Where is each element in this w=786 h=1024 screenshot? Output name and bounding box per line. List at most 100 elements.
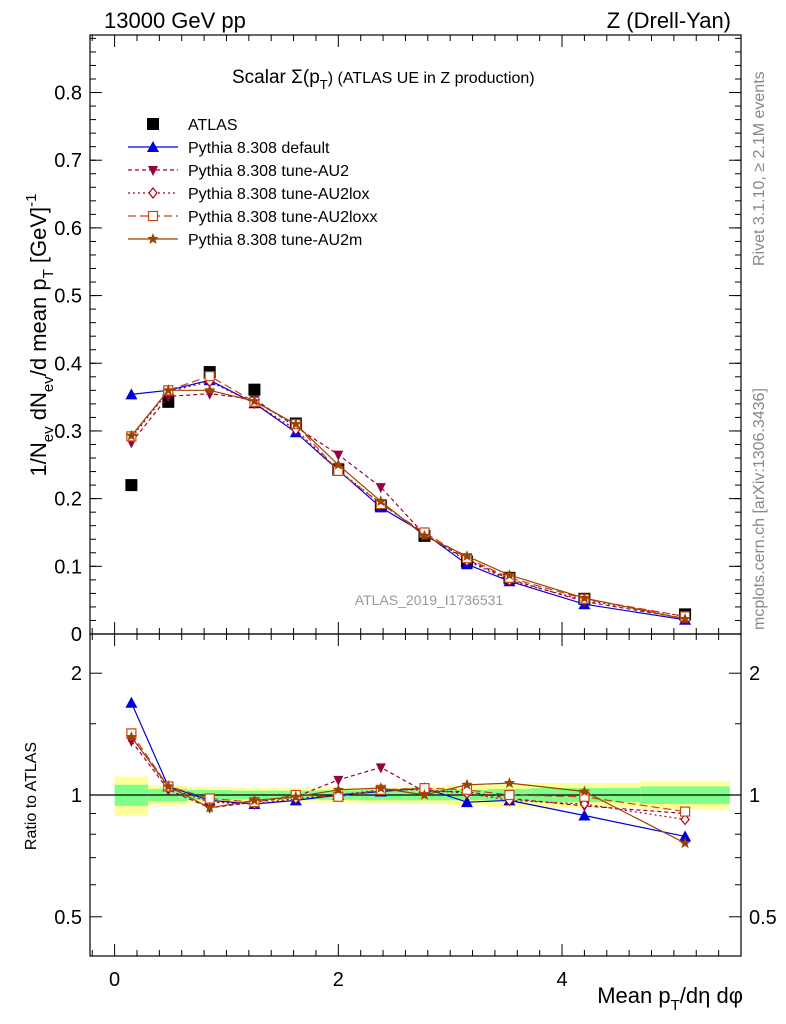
ratio-point-au2m	[418, 789, 431, 800]
plot-title-suffix: ) (ATLAS UE in Z production)	[328, 70, 535, 87]
ratio-y-tick-label: 1	[71, 785, 82, 807]
legend-marker-au2	[148, 166, 158, 176]
main-y-tick-label: 0.7	[54, 150, 82, 172]
legend-entry-au2loxx: Pythia 8.308 tune-AU2loxx	[128, 209, 377, 226]
ratio-y-tick-label: 2	[71, 663, 82, 685]
plot-title-subscript: T	[320, 77, 328, 92]
ratio-point-au2m	[461, 778, 473, 790]
data-point-au2	[333, 450, 344, 461]
ratio-point-default	[578, 809, 591, 821]
x-tick-label: 2	[333, 969, 344, 991]
legend-label-default: Pythia 8.308 default	[188, 140, 330, 157]
ratio-point-au2	[375, 763, 386, 774]
series-au2loxx	[126, 371, 691, 622]
legend-label-atlas: ATLAS	[188, 117, 238, 134]
main-y-axis-label-text: 1/Nev dNev/d mean pT [GeV]-1	[23, 194, 57, 477]
legend-entry-default: Pythia 8.308 default	[128, 140, 330, 157]
x-tick-label: 4	[556, 969, 567, 991]
legend-marker-au2m	[147, 233, 159, 244]
plot-title-prefix: Scalar Σ(p	[232, 67, 320, 88]
main-y-tick-label: 0.2	[54, 489, 82, 511]
plot-title: Scalar Σ(pT) (ATLAS UE in Z production)	[232, 67, 535, 92]
data-point-au2m	[578, 592, 591, 603]
series-default	[125, 374, 692, 625]
ratio-point-default	[679, 830, 692, 842]
main-panel	[125, 366, 692, 625]
ratio-point-au2m	[162, 780, 174, 792]
main-y-tick-label: 0.8	[54, 83, 82, 105]
legend-marker-atlas	[147, 118, 159, 130]
ratio-point-default	[460, 796, 473, 808]
data-point-au2m	[204, 384, 216, 396]
main-y-tick-label: 0.4	[54, 353, 82, 375]
ratio-point-au2m	[679, 837, 691, 849]
legend-marker-au2lox	[148, 187, 158, 199]
data-point-au2m	[248, 395, 261, 406]
data-point-au2m	[162, 384, 174, 396]
ratio-point-au2loxx	[504, 789, 515, 801]
series-line-au2m	[130, 389, 686, 620]
ratio-y-tick-label-right: 2	[749, 663, 760, 685]
data-point-au2m	[375, 495, 387, 507]
legend-entry-au2m: Pythia 8.308 tune-AU2m	[128, 232, 362, 249]
ratio-y-tick-label-right: 0.5	[749, 907, 777, 929]
ratio-y-axis-label: Ratio to ATLAS	[23, 742, 40, 850]
series-au2lox	[126, 375, 690, 623]
ratio-series-default	[125, 696, 692, 842]
legend: ATLAS Pythia 8.308 default Pythia 8.308 tu…	[128, 117, 377, 249]
x-axis-label-text: Mean pT/dη dφ	[597, 983, 743, 1014]
series-atlas	[125, 366, 692, 621]
ratio-point-au2m	[578, 785, 591, 797]
data-point-au2m	[679, 613, 691, 624]
ratio-point-au2loxx	[679, 806, 691, 817]
legend-label-au2m: Pythia 8.308 tune-AU2m	[188, 232, 362, 249]
series-line-au2lox	[130, 380, 686, 617]
ratio-line-default	[130, 702, 686, 837]
ratio-point-au2m	[375, 782, 387, 793]
series-au2	[126, 389, 691, 625]
ratio-point-au2	[333, 775, 344, 786]
series-line-default	[131, 379, 686, 621]
data-point-atlas	[125, 479, 138, 492]
legend-entry-au2: Pythia 8.308 tune-AU2	[128, 163, 349, 180]
legend-label-au2: Pythia 8.308 tune-AU2	[188, 163, 349, 180]
ratio-line-au2lox	[130, 735, 686, 821]
ratio-point-au2m	[503, 777, 516, 788]
ratio-line-au2m	[130, 736, 686, 844]
data-point-au2m	[290, 418, 302, 429]
legend-marker-au2loxx	[147, 210, 159, 222]
legend-entry-au2lox: Pythia 8.308 tune-AU2lox	[128, 186, 369, 203]
series-line-au2	[130, 393, 686, 619]
ratio-y-axis-label-text: Ratio to ATLAS	[23, 742, 40, 850]
header-right: Z (Drell-Yan)	[607, 8, 731, 33]
mcplots-reference-note: mcplots.cern.ch [arXiv:1306.3436]	[751, 388, 768, 630]
ratio-y-tick-label: 0.5	[54, 907, 82, 929]
data-point-default	[125, 388, 138, 400]
ratio-y-tick-label-right: 1	[749, 785, 760, 807]
legend-marker-default	[147, 141, 159, 152]
legend-label-au2lox: Pythia 8.308 tune-AU2lox	[188, 186, 369, 203]
ratio-point-au2m	[248, 794, 261, 806]
ratio-point-default	[125, 696, 138, 708]
ratio-point-au2m	[290, 790, 302, 802]
analysis-watermark: ATLAS_2019_I1736531	[355, 592, 504, 608]
ratio-series-au2m	[125, 731, 691, 849]
ratio-point-au2m	[332, 783, 344, 795]
series-line-au2loxx	[130, 375, 686, 617]
rivet-version-note: Rivet 3.1.10, ≥ 2.1M events	[751, 71, 768, 266]
ratio-point-au2lox	[680, 813, 690, 826]
data-point-au2	[375, 483, 386, 494]
main-y-tick-label: 0.3	[54, 421, 82, 443]
ratio-point-au2loxx	[204, 793, 215, 804]
main-y-tick-label: 0.5	[54, 286, 82, 308]
ratio-point-au2m	[204, 801, 216, 813]
main-y-tick-label: 0.6	[54, 218, 82, 240]
series-au2m	[125, 384, 691, 624]
ratio-line-au2loxx	[130, 733, 686, 813]
ratio-point-au2m	[125, 731, 138, 742]
main-y-tick-label: 0.1	[54, 556, 82, 578]
data-point-atlas	[248, 383, 261, 396]
ratio-panel	[125, 696, 692, 849]
axes: 0 0.1 0.2 0.3 0.4 0.5 0.6 0.7 0.8 0 2 4 0.5 0.5 1 1 2 2	[54, 34, 777, 991]
